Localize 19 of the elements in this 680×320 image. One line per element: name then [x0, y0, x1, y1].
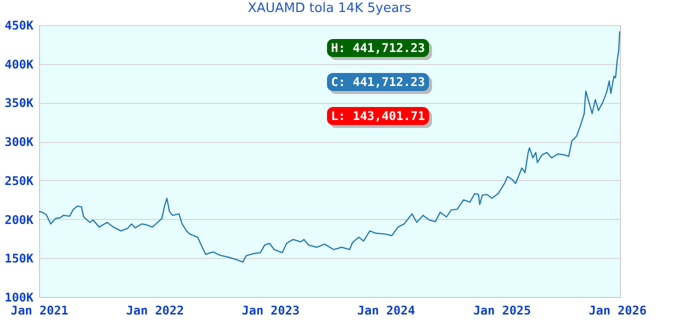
x-tick-label: Jan 2026 [588, 304, 647, 318]
x-tick-label: Jan 2023 [242, 304, 300, 318]
x-tick-label: Jan 2021 [10, 304, 68, 318]
x-tick-label: Jan 2024 [357, 304, 416, 318]
y-tick-label: 350K [4, 96, 34, 110]
y-tick-label: 100K [4, 290, 34, 304]
chart-title: XAUAMD tola 14K 5years [248, 1, 412, 16]
annotation: L: 143,401.71 [331, 109, 425, 123]
x-tick-label: Jan 2025 [473, 304, 531, 318]
y-tick-label: 150K [4, 252, 34, 266]
annotation: C: 441,712.23 [331, 75, 425, 89]
line-series [38, 30, 620, 263]
annotation: H: 441,712.23 [331, 41, 425, 55]
y-tick-label: 450K [4, 18, 34, 32]
y-tick-label: 400K [4, 57, 34, 72]
y-tick-label: 200K [4, 212, 34, 227]
y-tick-label: 250K [4, 174, 34, 188]
y-tick-label: 300K [4, 135, 34, 150]
x-tick-label: Jan 2022 [126, 304, 184, 318]
